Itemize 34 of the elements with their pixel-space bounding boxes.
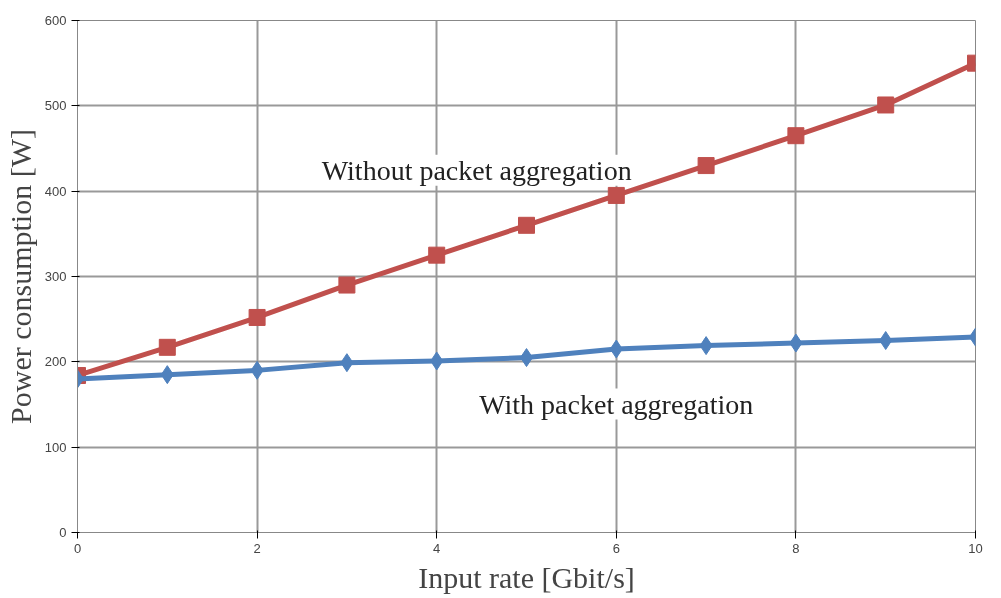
x-tick-label: 2 bbox=[253, 540, 261, 556]
y-tick-label: 200 bbox=[44, 354, 67, 370]
y-tick-label: 0 bbox=[59, 525, 67, 540]
y-tick-label: 400 bbox=[44, 183, 67, 199]
x-tick-label: 4 bbox=[433, 540, 441, 556]
point bbox=[248, 308, 266, 326]
series-label: With packet aggregation bbox=[479, 388, 754, 420]
point bbox=[609, 339, 623, 359]
point bbox=[877, 96, 895, 114]
x-tick-label: 0 bbox=[73, 540, 82, 556]
x-axis-title: Input rate [Gbit/s] bbox=[418, 560, 635, 594]
point bbox=[340, 353, 354, 373]
point bbox=[879, 331, 893, 350]
y-axis-title: Power consumption [W] bbox=[3, 129, 37, 424]
point bbox=[338, 276, 356, 294]
y-tick-label: 300 bbox=[44, 269, 67, 284]
point bbox=[789, 333, 803, 353]
point bbox=[607, 186, 625, 204]
point bbox=[158, 338, 176, 356]
point bbox=[787, 127, 805, 145]
x-tick-label: 6 bbox=[612, 540, 620, 556]
point bbox=[250, 360, 264, 380]
point bbox=[430, 351, 444, 371]
point bbox=[428, 246, 446, 264]
x-tick-label: 10 bbox=[968, 540, 983, 556]
point bbox=[699, 336, 713, 356]
y-tick-label: 600 bbox=[44, 13, 67, 28]
point bbox=[697, 157, 715, 175]
x-tick-label: 8 bbox=[792, 540, 800, 556]
y-tick-label: 500 bbox=[44, 98, 67, 114]
point bbox=[160, 365, 174, 385]
series-label: Without packet aggregation bbox=[321, 154, 632, 186]
y-tick-label: 100 bbox=[44, 439, 67, 455]
point bbox=[518, 216, 535, 234]
